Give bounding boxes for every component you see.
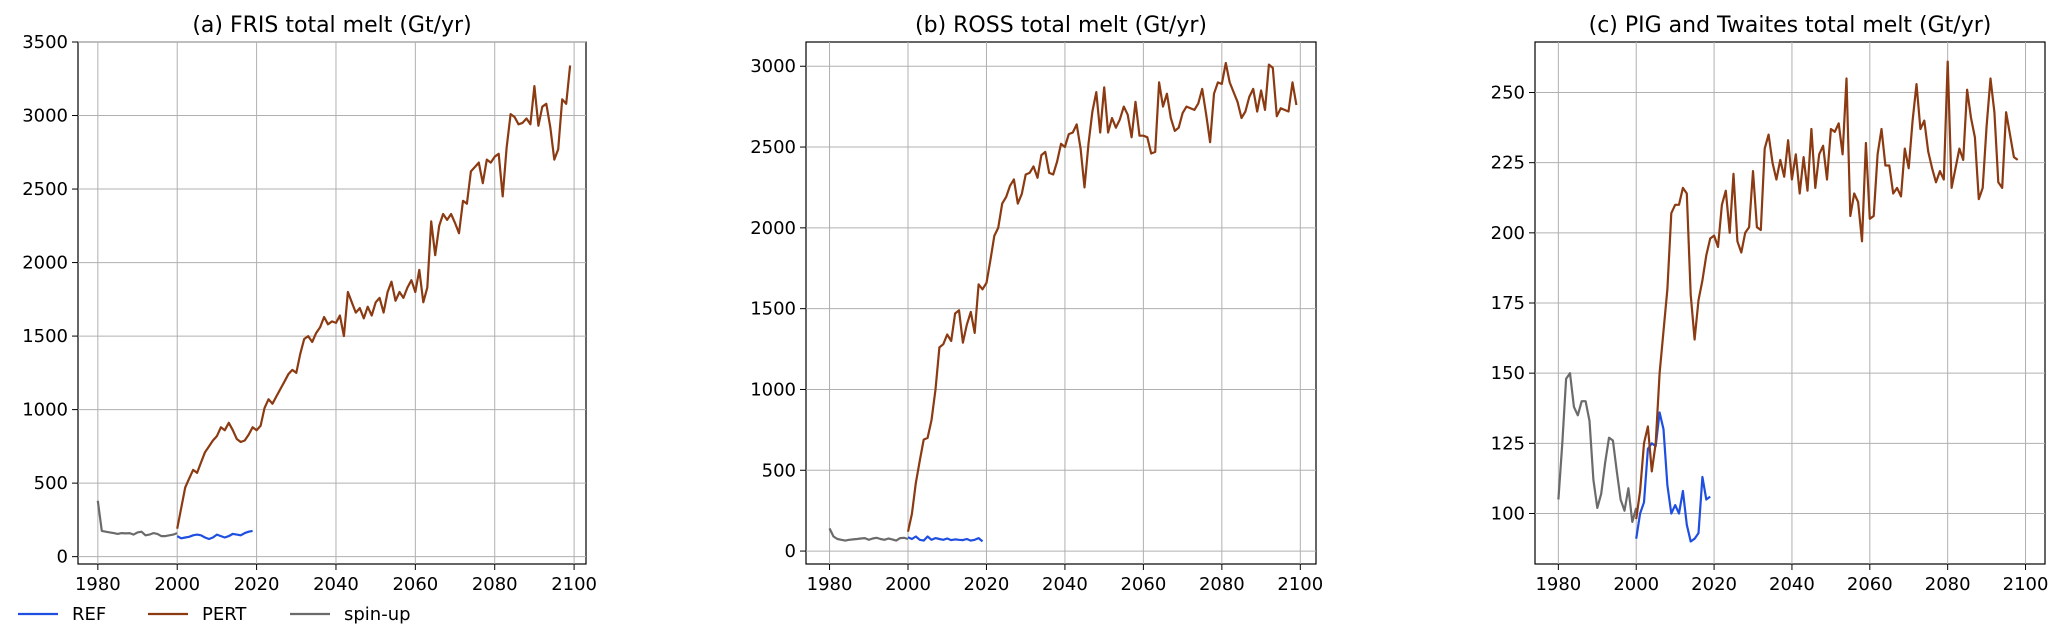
x-tick-label: 2060 bbox=[1847, 574, 1893, 595]
y-tick-label: 3000 bbox=[750, 56, 796, 77]
plot-area-b bbox=[805, 41, 1317, 565]
y-tick-label: 2000 bbox=[750, 218, 796, 239]
y-tick-label: 2000 bbox=[22, 253, 68, 274]
lines-a bbox=[96, 65, 572, 541]
x-tick-label: 2020 bbox=[234, 574, 280, 595]
y-tick-label: 175 bbox=[1491, 293, 1525, 314]
y-tick-label: 250 bbox=[1491, 83, 1525, 104]
y-tick-label: 150 bbox=[1491, 363, 1525, 384]
x-tick-label: 1980 bbox=[807, 574, 853, 595]
y-tick-label: 125 bbox=[1491, 433, 1525, 454]
x-tick-label: 2100 bbox=[551, 574, 597, 595]
legend: REF PERT spin-up bbox=[18, 604, 411, 625]
x-tick-label: 2100 bbox=[1277, 574, 1323, 595]
y-tick-label: 500 bbox=[34, 473, 68, 494]
x-tick-label: 2000 bbox=[885, 574, 931, 595]
x-tick-label: 2020 bbox=[1691, 574, 1737, 595]
legend-label-ref: REF bbox=[72, 604, 106, 625]
lines-b bbox=[828, 61, 1298, 543]
y-tick-label: 3500 bbox=[22, 32, 68, 53]
x-tick-label: 2040 bbox=[313, 574, 359, 595]
grid-a bbox=[78, 41, 586, 564]
x-tick-label: 1980 bbox=[75, 574, 121, 595]
series-line-ref bbox=[1635, 411, 1711, 543]
y-tick-label: 0 bbox=[57, 547, 68, 568]
y-tick-label: 200 bbox=[1491, 223, 1525, 244]
series-line-spin-up bbox=[1557, 372, 1638, 524]
x-tick-label: 2000 bbox=[1613, 574, 1659, 595]
series-line-pert bbox=[1635, 60, 2019, 520]
x-tick-label: 2100 bbox=[2003, 574, 2049, 595]
legend-label-spin-up: spin-up bbox=[344, 604, 411, 625]
legend-label-pert: PERT bbox=[202, 604, 247, 625]
y-tick-label: 1500 bbox=[750, 299, 796, 320]
series-line-spin-up bbox=[828, 527, 909, 542]
chart-title-c: (c) PIG and Twaites total melt (Gt/yr) bbox=[1589, 13, 1992, 38]
y-tick-label: 100 bbox=[1491, 503, 1525, 524]
series-line-pert bbox=[176, 65, 572, 529]
grid-b bbox=[806, 42, 1316, 564]
y-tick-label: 2500 bbox=[22, 179, 68, 200]
panel-b: 1980 2000 2020 2040 2060 2080 2100 0 500 1000 150… bbox=[750, 13, 1323, 595]
x-tick-label: 2060 bbox=[1120, 574, 1166, 595]
y-axis-ticks-a: 0 500 1000 1500 2000 2500 3000 3500 bbox=[22, 32, 78, 568]
x-tick-label: 2040 bbox=[1042, 574, 1088, 595]
x-axis-ticks-b: 1980 2000 2020 2040 2060 2080 2100 bbox=[807, 564, 1323, 595]
grid-c bbox=[1535, 42, 2045, 564]
y-tick-label: 1000 bbox=[750, 379, 796, 400]
x-tick-label: 2080 bbox=[1925, 574, 1971, 595]
x-tick-label: 2000 bbox=[154, 574, 200, 595]
panel-c: 1980 2000 2020 2040 2060 2080 2100 100 125 150 17… bbox=[1491, 13, 2049, 595]
chart-title-b: (b) ROSS total melt (Gt/yr) bbox=[915, 13, 1207, 38]
series-line-ref bbox=[907, 535, 984, 543]
chart-title-a: (a) FRIS total melt (Gt/yr) bbox=[192, 13, 471, 38]
series-line-spin-up bbox=[96, 500, 178, 538]
y-axis-ticks-c: 100 125 150 175 200 225 250 bbox=[1491, 83, 1535, 524]
lines-c bbox=[1557, 60, 2019, 543]
x-tick-label: 1980 bbox=[1535, 574, 1581, 595]
y-tick-label: 2500 bbox=[750, 137, 796, 158]
y-tick-label: 500 bbox=[762, 460, 796, 481]
x-tick-label: 2060 bbox=[392, 574, 438, 595]
y-axis-ticks-b: 0 500 1000 1500 2000 2500 3000 bbox=[750, 56, 806, 562]
series-line-pert bbox=[906, 61, 1298, 532]
x-tick-label: 2080 bbox=[472, 574, 518, 595]
x-tick-label: 2020 bbox=[964, 574, 1010, 595]
y-tick-label: 3000 bbox=[22, 106, 68, 127]
y-tick-label: 0 bbox=[785, 541, 796, 562]
x-axis-ticks-c: 1980 2000 2020 2040 2060 2080 2100 bbox=[1535, 564, 2048, 595]
x-tick-label: 2080 bbox=[1199, 574, 1245, 595]
y-tick-label: 225 bbox=[1491, 153, 1525, 174]
y-tick-label: 1000 bbox=[22, 400, 68, 421]
series-line-ref bbox=[176, 529, 253, 541]
x-tick-label: 2040 bbox=[1769, 574, 1815, 595]
x-axis-ticks-a: 1980 2000 2020 2040 2060 2080 2100 bbox=[75, 564, 597, 595]
panel-a: 1980 2000 2020 2040 2060 2080 2100 0 500 1000 150… bbox=[22, 13, 597, 595]
y-tick-label: 1500 bbox=[22, 326, 68, 347]
